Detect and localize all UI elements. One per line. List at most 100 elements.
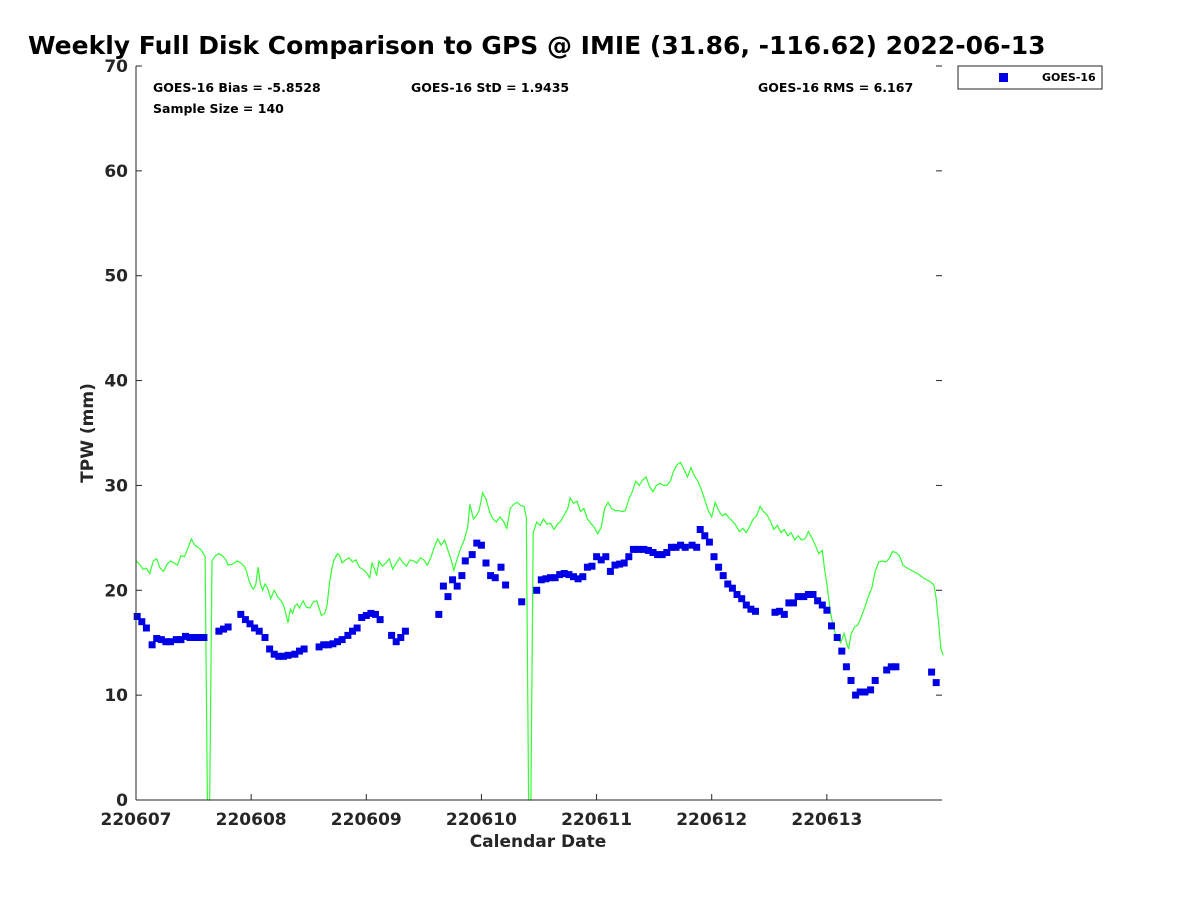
goes-point (315, 643, 323, 651)
goes-point (329, 640, 337, 648)
goes-point (220, 625, 227, 633)
x-tick-label: 220611 (561, 810, 632, 830)
goes-point (556, 571, 564, 579)
goes-point (491, 574, 499, 582)
goes-point (320, 641, 328, 649)
goes-point (458, 572, 466, 580)
goes-point (790, 599, 797, 607)
goes-point (838, 647, 846, 655)
goes-point (270, 650, 278, 658)
goes-point (574, 575, 582, 583)
goes-point (693, 543, 701, 551)
goes-point (620, 559, 628, 567)
goes-point (742, 601, 750, 609)
goes-point (167, 638, 174, 646)
x-axis-label: Calendar Date (470, 832, 607, 852)
goes-point (644, 546, 652, 554)
goes-point (397, 634, 405, 641)
goes-point (611, 561, 619, 569)
goes-point (138, 618, 146, 626)
goes-point (291, 650, 299, 658)
y-tick-label: 50 (104, 267, 128, 287)
goes-point (388, 631, 396, 639)
goes-point (349, 627, 356, 635)
goes-point (533, 586, 541, 594)
goes-point (473, 539, 481, 547)
goes-point (752, 607, 759, 615)
goes-point (372, 610, 379, 618)
goes-point (570, 573, 577, 581)
goes-point (547, 574, 554, 582)
goes-point (186, 634, 194, 641)
goes-point (804, 591, 812, 598)
goes-point (449, 576, 457, 584)
y-ticks: 0 10 20 30 40 50 60 70 (104, 57, 942, 811)
goes-point (828, 622, 835, 630)
goes-point (728, 584, 736, 592)
x-tick-label: 220613 (791, 810, 862, 830)
x-ticks: 220607 220608 220609 220610 220611 220612 2206… (101, 794, 862, 830)
goes-point (439, 582, 447, 590)
legend: GOES-16 (957, 65, 1103, 90)
goes-point (353, 624, 361, 632)
goes-point (477, 541, 485, 549)
goes-point (842, 663, 850, 671)
plot-area: 0 10 20 30 40 50 60 70 220607 220608 220609 220610… (101, 57, 944, 830)
y-tick-label: 10 (104, 686, 128, 706)
goes-point (663, 549, 671, 556)
goes-point (246, 620, 254, 628)
goes-point (593, 553, 601, 561)
goes-point (780, 610, 788, 618)
goes-point (261, 634, 269, 641)
goes-point (672, 543, 680, 551)
goes-point (482, 559, 490, 567)
goes-point (688, 541, 696, 549)
std-stat: GOES-16 StD = 1.9435 (411, 80, 569, 95)
bias-stat: GOES-16 Bias = -5.8528 (153, 80, 321, 95)
goes-point (324, 641, 332, 649)
y-tick-label: 70 (104, 57, 128, 77)
goes-point (667, 543, 675, 551)
goes-point (133, 613, 141, 620)
legend-label: GOES-16 (1042, 71, 1096, 84)
goes-point (182, 632, 189, 640)
goes-point (681, 543, 689, 551)
x-tick-label: 220610 (446, 810, 517, 830)
chart-title: Weekly Full Disk Comparison to GPS @ IMI… (28, 31, 1046, 60)
goes-point (215, 627, 223, 635)
goes-point (733, 591, 741, 598)
goes-point (579, 573, 587, 581)
rms-stat: GOES-16 RMS = 6.167 (758, 80, 913, 95)
goes-point (195, 634, 203, 641)
goes-point (887, 663, 895, 671)
goes-point (823, 606, 831, 614)
goes-point (871, 677, 879, 684)
goes-point (241, 616, 249, 624)
goes-point (191, 634, 199, 641)
goes-point (461, 557, 469, 565)
goes-point (861, 688, 869, 696)
goes-point (551, 574, 559, 582)
x-tick-label: 220612 (676, 810, 747, 830)
goes-point (177, 636, 185, 644)
goes-point (814, 597, 822, 605)
goes-point (883, 666, 891, 674)
goes-point (565, 571, 573, 579)
goes-point (497, 563, 505, 571)
goes-point (200, 634, 208, 641)
goes-point (696, 526, 704, 533)
goes-point (502, 581, 510, 589)
goes-point (771, 608, 779, 616)
sample-size-stat: Sample Size = 140 (153, 101, 284, 116)
goes-point (518, 598, 526, 606)
goes-point (435, 610, 443, 618)
goes-point (279, 652, 287, 660)
goes-point (847, 677, 855, 684)
goes-point (296, 647, 303, 655)
goes-point (852, 691, 860, 699)
goes-point (701, 532, 709, 540)
goes-point (724, 580, 732, 588)
goes-point (444, 593, 452, 601)
gps-line (135, 461, 944, 801)
goes-point (710, 553, 718, 561)
